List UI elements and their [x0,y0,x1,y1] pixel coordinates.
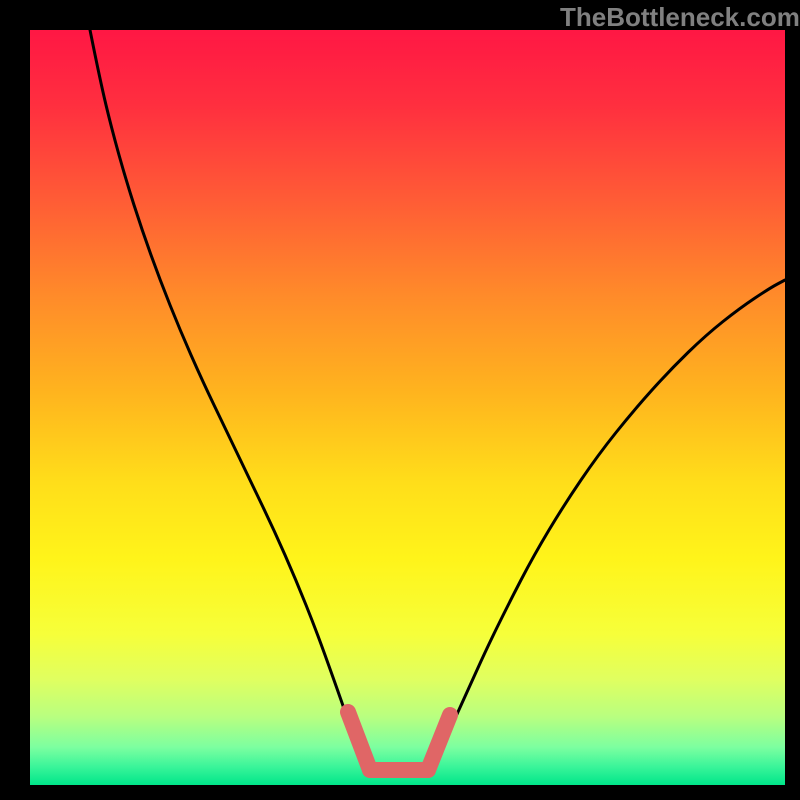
plot-area [30,30,785,785]
watermark-text: TheBottleneck.com [560,2,800,33]
plot-svg [30,30,785,785]
gradient-background [30,30,785,785]
